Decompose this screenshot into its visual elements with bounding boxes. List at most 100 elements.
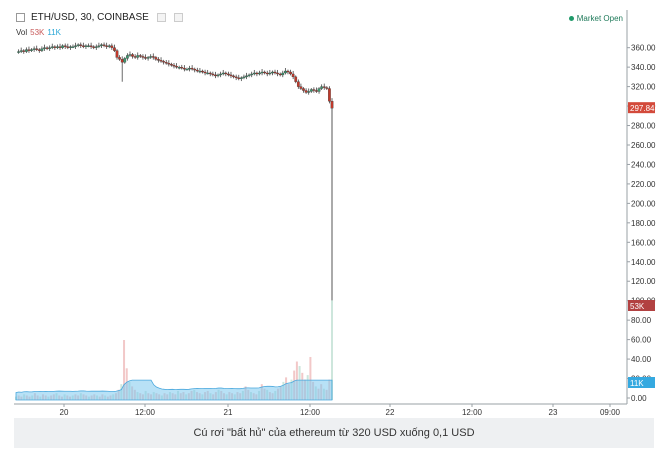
candle-body	[188, 67, 191, 70]
candle-body	[100, 44, 103, 46]
candle-body	[296, 81, 300, 87]
candle-body	[268, 72, 272, 75]
candle-body	[105, 45, 109, 47]
candle-body	[19, 50, 23, 52]
candle-body	[265, 72, 269, 75]
candle-body	[74, 45, 77, 47]
candle-body	[190, 67, 194, 70]
candle-body	[281, 72, 285, 76]
candle-body	[141, 56, 145, 58]
candle-body	[304, 90, 308, 93]
last-volume-label-bg	[628, 300, 655, 311]
candle-body	[247, 74, 251, 77]
candle-body	[66, 46, 70, 48]
candle-body	[133, 56, 137, 58]
candle-body	[271, 71, 274, 74]
candle-body	[76, 44, 80, 46]
candle-body	[315, 90, 318, 92]
y-tick-label: 180.00	[631, 219, 656, 228]
x-tick-label: 21	[224, 408, 233, 417]
candle-body	[291, 73, 295, 78]
candle-body	[35, 48, 39, 50]
candle-body	[157, 59, 160, 61]
y-tick-label: 240.00	[631, 160, 656, 169]
volume-bar	[123, 340, 126, 400]
candle-body	[164, 62, 168, 64]
price-chart[interactable]: 360.00340.00320.00300.00280.00260.00240.…	[0, 0, 665, 418]
candle-body	[242, 76, 246, 79]
candle-body	[245, 75, 248, 78]
candle-body	[131, 54, 134, 57]
candle-body	[126, 55, 129, 59]
volume-ma-value: 11K	[47, 28, 61, 37]
candle-body	[58, 46, 62, 48]
candle-body	[312, 89, 316, 91]
y-tick-label: 160.00	[631, 238, 656, 247]
close-icon[interactable]	[173, 13, 183, 22]
candle-body	[255, 72, 259, 75]
candle-body	[25, 49, 28, 52]
x-tick-label: 12:00	[462, 408, 483, 417]
candle-body	[224, 72, 228, 75]
candle-body	[167, 63, 171, 65]
candle-body	[260, 71, 264, 74]
candle-body	[123, 58, 127, 63]
candle-body	[162, 61, 165, 63]
candle-body	[219, 73, 222, 76]
candle-body	[317, 88, 321, 92]
candle-body	[325, 87, 329, 89]
caption-bar: Cú rơi "bất hủ" của ethereum từ 320 USD …	[14, 418, 654, 448]
candle-body	[211, 73, 215, 76]
settings-icon[interactable]	[156, 13, 166, 22]
candle-body	[53, 46, 57, 48]
candle-body	[151, 56, 155, 58]
candle-body	[113, 47, 116, 51]
x-tick-label: 20	[60, 408, 69, 417]
candle-body	[40, 48, 44, 51]
candle-body	[159, 60, 163, 62]
collapse-icon[interactable]	[16, 13, 25, 22]
candle-body	[201, 70, 204, 73]
candle-body	[32, 48, 36, 50]
candle-body	[322, 86, 326, 88]
status-dot-icon	[568, 16, 574, 22]
chart-svg[interactable]: 360.00340.00320.00300.00280.00260.00240.…	[0, 0, 665, 418]
last-price-label: 297.84	[630, 104, 655, 113]
y-tick-label: 360.00	[631, 44, 656, 53]
candle-body	[56, 46, 59, 48]
candle-body	[94, 46, 98, 48]
candle-body	[180, 66, 184, 69]
candle-body	[252, 72, 256, 75]
market-status-label: Market Open	[576, 14, 623, 23]
volume-ma-label: 11K	[630, 379, 644, 388]
candle-body	[309, 89, 313, 92]
candle-body	[273, 71, 277, 74]
y-tick-label: 320.00	[631, 83, 656, 92]
candle-body	[284, 70, 287, 74]
candle-body	[330, 101, 334, 109]
y-tick-label: 140.00	[631, 258, 656, 267]
y-tick-label: 60.00	[631, 336, 652, 345]
candle-body	[258, 72, 261, 75]
candle-body	[43, 47, 46, 49]
y-tick-label: 80.00	[631, 316, 652, 325]
candle-body	[63, 45, 67, 47]
candle-body	[61, 45, 64, 48]
candle-body	[229, 74, 233, 77]
candle-body	[22, 50, 26, 52]
candle-body	[302, 88, 305, 91]
candle-body	[48, 47, 52, 49]
y-tick-label: 280.00	[631, 122, 656, 131]
candle-body	[239, 77, 243, 79]
candle-body	[232, 75, 235, 78]
x-tick-label: 22	[386, 408, 395, 417]
candle-body	[307, 91, 311, 93]
market-status: Market Open	[568, 14, 623, 23]
candle-body	[185, 68, 189, 71]
candle-body	[278, 73, 282, 76]
candle-body	[45, 47, 49, 49]
candle-body	[198, 70, 202, 73]
candle-body	[87, 45, 90, 47]
candle-body	[79, 44, 83, 46]
y-tick-label: 0.00	[631, 394, 647, 403]
